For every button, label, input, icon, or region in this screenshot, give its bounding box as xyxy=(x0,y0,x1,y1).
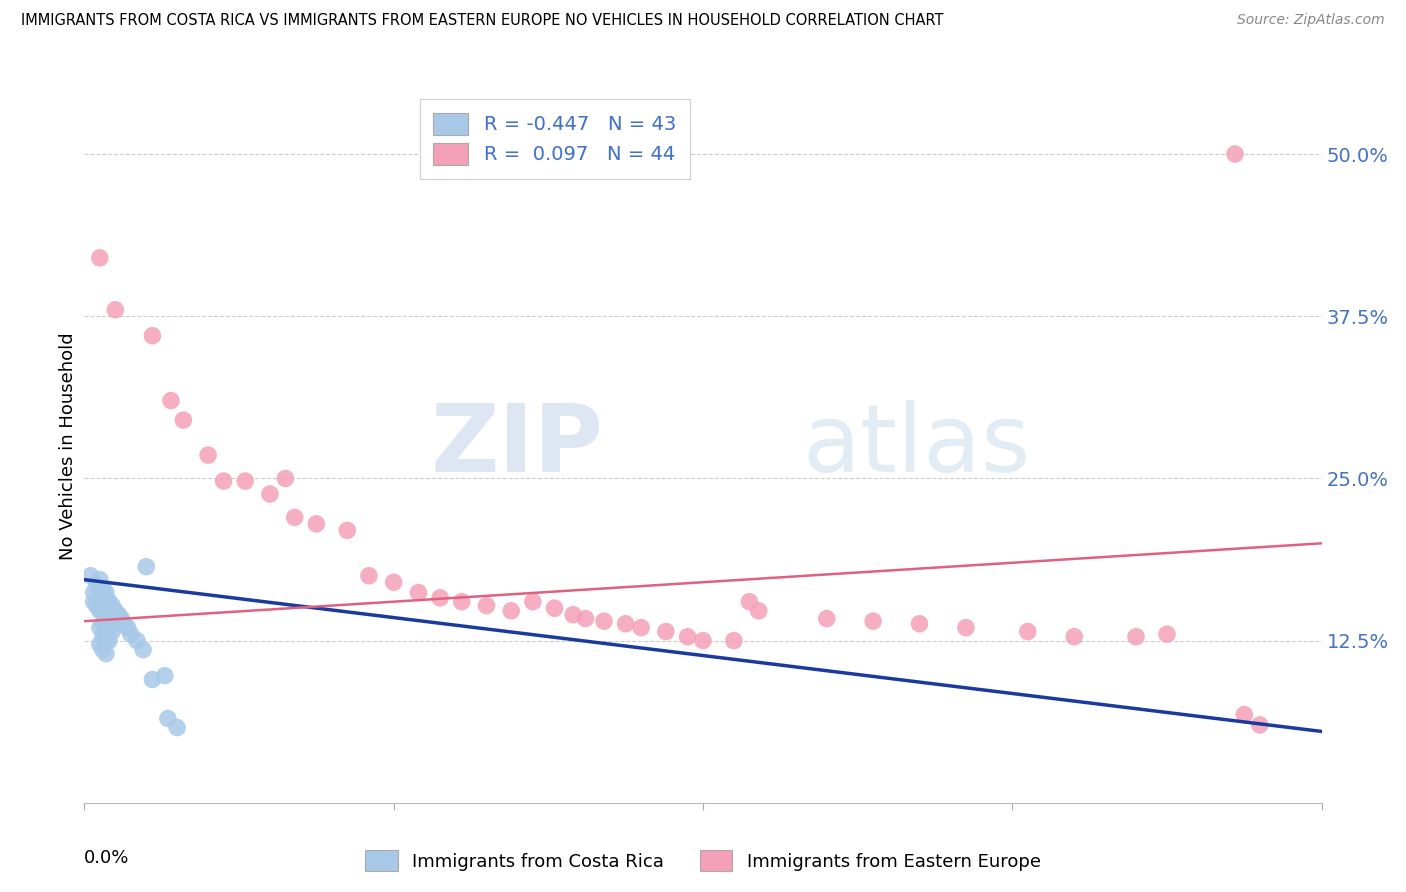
Point xyxy=(955,621,977,635)
Legend: Immigrants from Costa Rica, Immigrants from Eastern Europe: Immigrants from Costa Rica, Immigrants f… xyxy=(359,843,1047,879)
Point xyxy=(450,595,472,609)
Point xyxy=(1017,624,1039,639)
Point xyxy=(120,627,142,641)
Point xyxy=(574,611,596,625)
Point xyxy=(117,621,139,635)
Point xyxy=(738,595,761,609)
Point xyxy=(593,614,616,628)
Point xyxy=(132,642,155,657)
Point xyxy=(89,573,111,587)
Point xyxy=(815,611,838,625)
Point xyxy=(89,621,111,635)
Point xyxy=(141,328,163,343)
Point xyxy=(748,604,770,618)
Point xyxy=(284,510,307,524)
Point xyxy=(101,611,124,625)
Point xyxy=(1223,147,1246,161)
Point xyxy=(141,673,163,687)
Point xyxy=(501,604,523,618)
Point xyxy=(91,630,114,644)
Point xyxy=(110,611,132,625)
Point xyxy=(562,607,585,622)
Point xyxy=(89,638,111,652)
Point xyxy=(94,633,117,648)
Text: IMMIGRANTS FROM COSTA RICA VS IMMIGRANTS FROM EASTERN EUROPE NO VEHICLES IN HOUS: IMMIGRANTS FROM COSTA RICA VS IMMIGRANTS… xyxy=(21,13,943,29)
Point xyxy=(107,607,129,622)
Point xyxy=(1125,630,1147,644)
Point xyxy=(156,711,179,725)
Point xyxy=(357,568,380,582)
Point xyxy=(125,633,148,648)
Legend: R = -0.447   N = 43, R =  0.097   N = 44: R = -0.447 N = 43, R = 0.097 N = 44 xyxy=(419,99,689,178)
Point xyxy=(1233,707,1256,722)
Point xyxy=(655,624,678,639)
Point xyxy=(101,599,124,613)
Point xyxy=(160,393,183,408)
Point xyxy=(104,302,127,317)
Point xyxy=(94,585,117,599)
Point xyxy=(408,585,430,599)
Point xyxy=(114,616,136,631)
Point xyxy=(98,607,121,622)
Point xyxy=(212,474,235,488)
Point xyxy=(197,448,219,462)
Point xyxy=(89,251,111,265)
Point xyxy=(676,630,699,644)
Point xyxy=(91,582,114,596)
Point xyxy=(543,601,565,615)
Point xyxy=(908,616,931,631)
Text: 0.0%: 0.0% xyxy=(84,849,129,867)
Point xyxy=(692,633,714,648)
Point xyxy=(382,575,405,590)
Text: ZIP: ZIP xyxy=(432,400,605,492)
Point xyxy=(1156,627,1178,641)
Point xyxy=(429,591,451,605)
Point xyxy=(98,633,121,648)
Text: Source: ZipAtlas.com: Source: ZipAtlas.com xyxy=(1237,13,1385,28)
Point xyxy=(104,616,127,631)
Point xyxy=(862,614,884,628)
Point xyxy=(94,647,117,661)
Point xyxy=(274,471,297,485)
Point xyxy=(233,474,256,488)
Point xyxy=(153,668,176,682)
Point xyxy=(305,516,328,531)
Point xyxy=(91,616,114,631)
Point xyxy=(522,595,544,609)
Point xyxy=(89,591,111,605)
Point xyxy=(91,595,114,609)
Point xyxy=(91,642,114,657)
Point xyxy=(614,616,637,631)
Text: atlas: atlas xyxy=(801,400,1031,492)
Point xyxy=(723,633,745,648)
Point xyxy=(98,595,121,609)
Point xyxy=(86,578,108,592)
Point xyxy=(94,604,117,618)
Point xyxy=(94,614,117,628)
Point xyxy=(101,624,124,639)
Point xyxy=(83,585,105,599)
Point xyxy=(86,599,108,613)
Point xyxy=(259,487,281,501)
Point xyxy=(98,621,121,635)
Point xyxy=(79,568,101,582)
Point xyxy=(172,413,194,427)
Point xyxy=(83,595,105,609)
Point xyxy=(94,624,117,639)
Y-axis label: No Vehicles in Household: No Vehicles in Household xyxy=(59,332,77,560)
Point xyxy=(630,621,652,635)
Point xyxy=(166,721,188,735)
Point xyxy=(104,604,127,618)
Point xyxy=(475,599,498,613)
Point xyxy=(336,524,359,538)
Point xyxy=(135,559,157,574)
Point xyxy=(1063,630,1085,644)
Point xyxy=(1249,718,1271,732)
Point xyxy=(91,604,114,618)
Point xyxy=(89,604,111,618)
